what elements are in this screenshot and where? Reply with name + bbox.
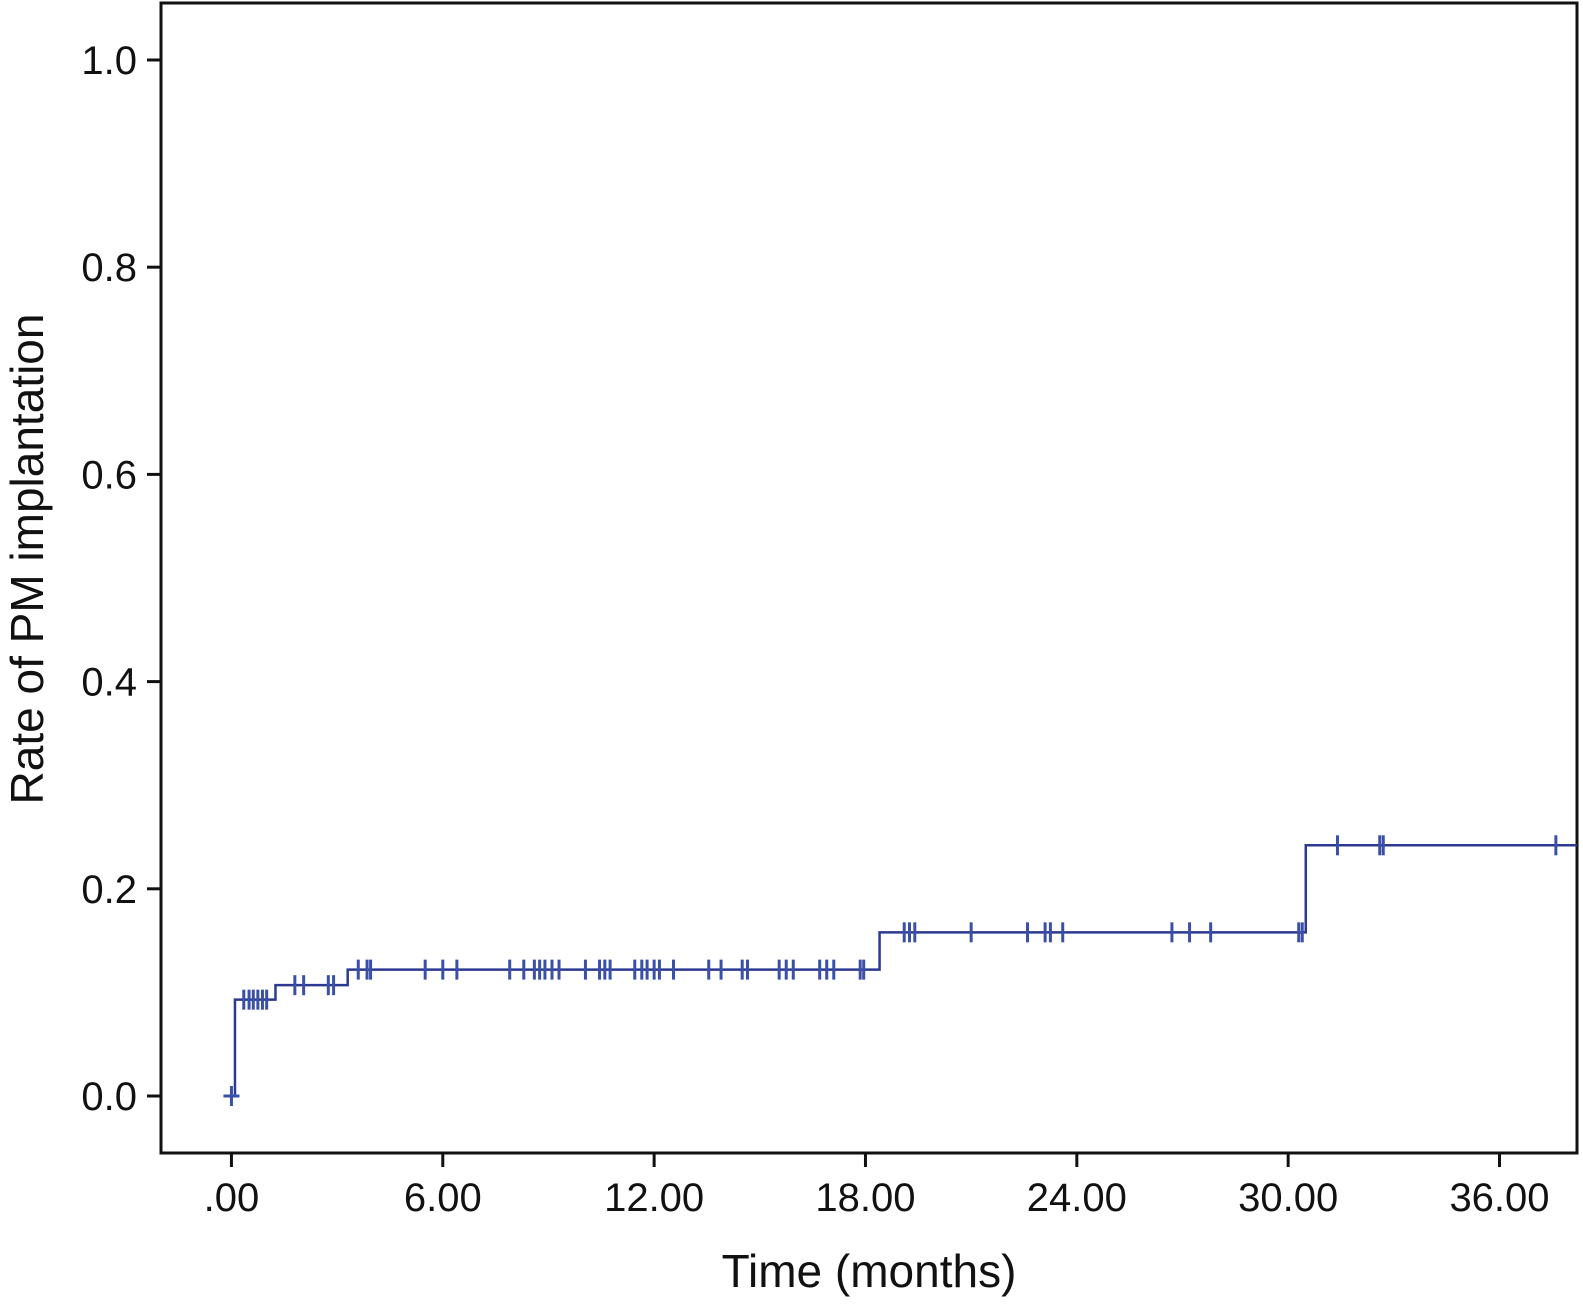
y-tick-label: 0.0 (81, 1075, 137, 1119)
x-tick-label: 6.00 (404, 1176, 482, 1220)
x-tick-label: 30.00 (1238, 1176, 1338, 1220)
plot-frame (159, 1, 1579, 1155)
y-tick-label: 0.8 (81, 246, 137, 290)
x-axis: .00 6.00 12.00 18.00 24.00 30.00 36.00 (204, 1153, 1550, 1220)
y-axis: 0.0 0.2 0.4 0.6 0.8 1.0 (81, 39, 161, 1119)
censor-mark (223, 1086, 240, 1107)
y-tick-label: 0.2 (81, 868, 137, 912)
y-tick-label: 0.6 (81, 453, 137, 497)
series-line (231, 844, 1577, 1098)
y-tick-label: 0.4 (81, 661, 137, 705)
x-tick-label: 12.00 (604, 1176, 704, 1220)
x-tick-label: 36.00 (1449, 1176, 1549, 1220)
y-tick-label: 1.0 (81, 39, 137, 83)
x-tick-label: 24.00 (1027, 1176, 1127, 1220)
series-layer (223, 835, 1577, 1107)
y-axis-label: Rate of PM implantation (1, 314, 53, 805)
x-axis-label: Time (months) (722, 1245, 1017, 1297)
x-tick-label: 18.00 (815, 1176, 915, 1220)
x-tick-label: .00 (204, 1176, 260, 1220)
